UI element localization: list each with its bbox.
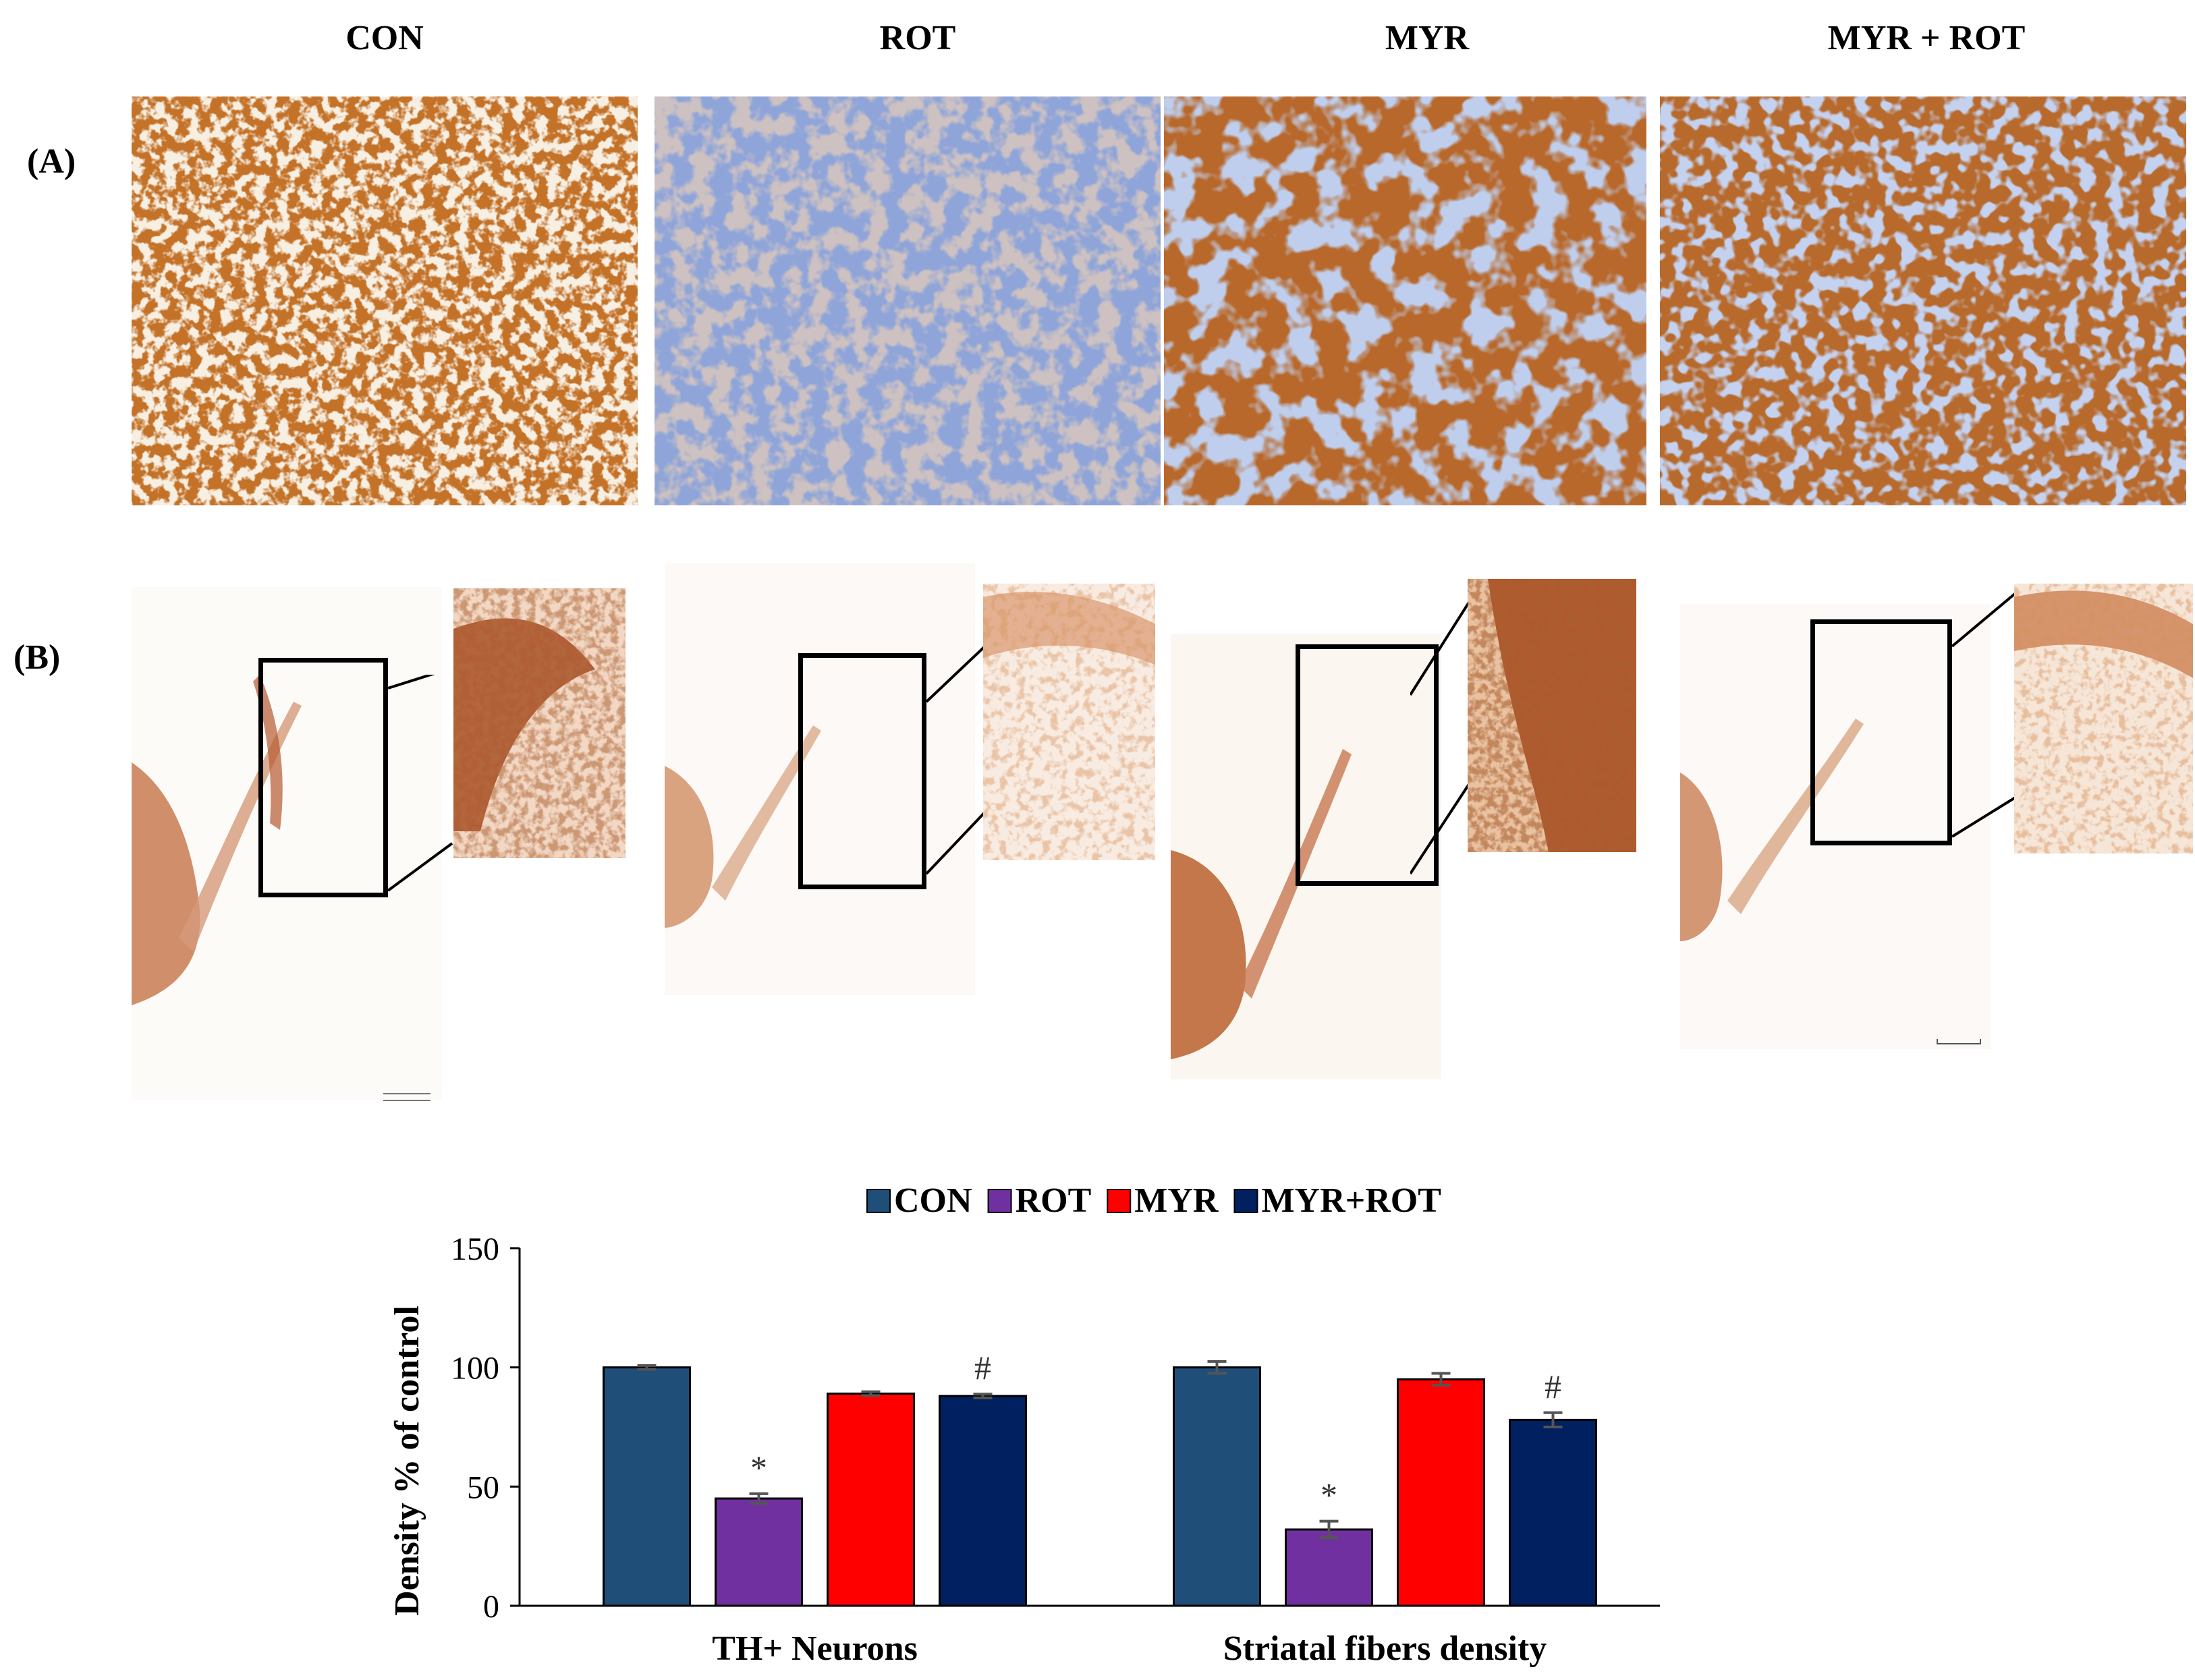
zoom-box-rot	[798, 653, 926, 889]
x-category-label: Striatal fibers density	[1223, 1629, 1547, 1668]
zoom-lines-myr-rot	[1952, 587, 2024, 838]
scale-bar-myr-rot	[1937, 1039, 1981, 1044]
legend-swatch-con	[866, 1189, 891, 1213]
density-bar-chart: CON ROT MYR MYR+ROT Density % of control 0 5…	[388, 1181, 1660, 1668]
legend-label: ROT	[1016, 1181, 1092, 1220]
column-header-con: CON	[345, 19, 424, 57]
legend-swatch-rot	[987, 1189, 1012, 1213]
legend-swatch-myr-rot	[1233, 1189, 1258, 1213]
plot-area: 0 50 100 150 * # TH+ Neurons * # Striatal fibers …	[451, 1231, 1660, 1668]
zoom-lines-myr	[1410, 594, 1476, 875]
micrograph-con-striatum	[132, 96, 638, 505]
micrograph-myr-striatum	[1164, 96, 1646, 505]
legend-label: CON	[894, 1181, 972, 1220]
inset-myr-magnified	[1468, 579, 1636, 852]
chart-legend: CON ROT MYR MYR+ROT	[866, 1181, 1441, 1220]
micrograph-myr-rot-striatum	[1660, 96, 2186, 505]
section-myr-substantia-nigra	[1171, 634, 1441, 1080]
significance-marker: *	[750, 1449, 767, 1486]
micrograph-rot-striatum	[655, 96, 1161, 505]
column-header-myr: MYR	[1385, 19, 1470, 57]
zoom-box-myr-rot	[1810, 619, 1952, 845]
bar-con-1	[1173, 1366, 1261, 1607]
y-tick-label: 0	[483, 1589, 499, 1625]
bar-rot-1	[1285, 1528, 1373, 1607]
significance-marker: #	[974, 1349, 991, 1387]
y-tick-label: 100	[451, 1351, 499, 1387]
bar-rot-0	[715, 1497, 803, 1607]
zoom-lines-con	[388, 675, 453, 892]
legend-label: MYR	[1134, 1181, 1219, 1220]
zoom-box-myr	[1296, 644, 1439, 886]
significance-marker: *	[1321, 1476, 1337, 1514]
x-category-label: TH+ Neurons	[712, 1629, 918, 1668]
column-header-rot: ROT	[879, 19, 956, 57]
row-label-b: (B)	[13, 638, 61, 677]
bar-con-0	[603, 1366, 691, 1607]
row-label-a: (A)	[27, 142, 76, 181]
legend-swatch-myr	[1107, 1189, 1132, 1213]
y-axis-label: Density % of control	[388, 1306, 426, 1616]
section-con-substantia-nigra	[132, 587, 442, 1100]
legend-label: MYR+ROT	[1261, 1181, 1441, 1220]
zoom-box-con	[258, 658, 388, 897]
y-tick-label: 150	[451, 1231, 499, 1267]
bar-myr-1	[1397, 1378, 1485, 1607]
bar-myr-0	[827, 1393, 915, 1607]
zoom-lines-rot	[926, 641, 992, 875]
column-header-myr-rot: MYR + ROT	[1827, 19, 2026, 57]
inset-myr-rot-magnified	[2014, 584, 2193, 853]
significance-marker: #	[1545, 1368, 1561, 1405]
inset-rot-magnified	[983, 584, 1155, 860]
scale-bar-con	[383, 1093, 430, 1101]
bar-myr-rot-1	[1509, 1418, 1597, 1607]
y-tick-label: 50	[467, 1469, 499, 1505]
inset-con-magnified	[453, 588, 626, 858]
section-myr-rot-substantia-nigra	[1680, 604, 1991, 1049]
bar-myr-rot-0	[939, 1395, 1027, 1607]
